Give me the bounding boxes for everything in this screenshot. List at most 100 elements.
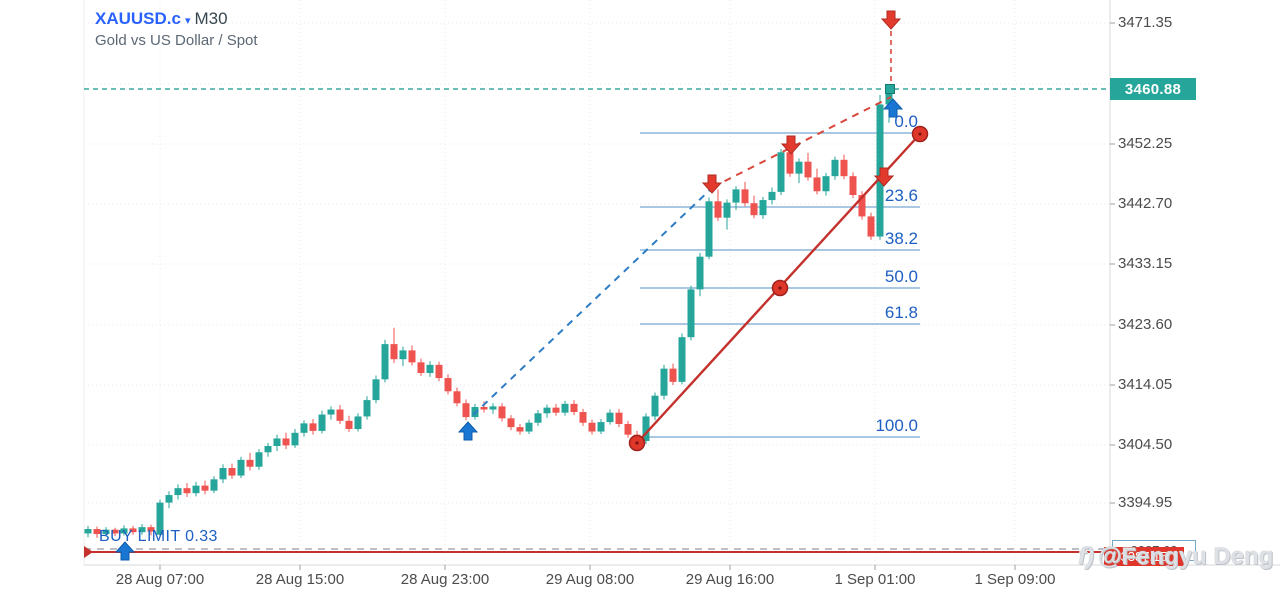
sell-arrow-icon[interactable] [701,174,723,194]
candle-body [570,403,578,413]
candle-body [318,414,326,431]
price-tick-label: 3471.35 [1118,14,1173,31]
candle-body [804,161,812,178]
candle-body [111,529,119,534]
candle-body [210,479,218,491]
alert-price-label[interactable]: 3387.15 [1104,547,1184,566]
sell-arrow-icon[interactable] [880,10,902,30]
candle-body [363,400,371,417]
candle-body [651,395,659,417]
candle-body [264,446,272,453]
candles-layer [84,88,893,538]
candle-body [885,88,893,105]
candle-body [147,527,155,532]
candle-body [273,438,281,447]
symbol-name[interactable]: XAUUSD.c [95,9,181,28]
candle-body [849,176,857,196]
candle-body [102,529,110,535]
candle-body [426,364,434,374]
candle-body [696,256,704,290]
trendline-handle-dot [778,286,782,290]
fib-level-label: 38.2 [885,229,918,248]
time-tick-label: 29 Aug 16:00 [685,571,775,588]
candle-body [723,202,731,218]
candle-body [822,176,830,192]
candle-body [219,468,227,480]
candle-body [201,485,209,491]
time-tick-label: 28 Aug 23:00 [400,571,490,588]
candle-body [291,432,299,446]
buy-arrow-icon[interactable] [882,98,904,118]
sell-arrow-icon[interactable] [873,167,895,187]
candle-body [741,189,749,204]
candle-body [381,344,389,380]
candle-body [138,527,146,533]
candle-body [408,350,416,363]
fib-level-label: 61.8 [885,303,918,322]
candle-body [228,468,236,476]
candle-body [390,344,398,360]
candle-body [84,529,92,534]
candle-body [345,420,353,430]
price-tick-label: 3452.25 [1118,135,1173,152]
candle-body [300,423,308,433]
watermark-text: @Fengyu Deng [1097,543,1274,570]
fib-level-label: 100.0 [875,416,918,435]
candle-body [354,416,362,430]
candle-body [489,406,497,410]
candle-body [561,403,569,413]
candle-body [543,407,551,414]
candle-body [435,364,443,379]
candle-body [732,189,740,203]
timeframe-label[interactable]: M30 [194,9,228,28]
fib-level-label: 23.6 [885,186,918,205]
buy-limit-order-label[interactable]: BUY LIMIT 0.33 [99,528,218,545]
candle-body [165,495,173,503]
candle-body [750,203,758,216]
grid-layer [84,0,1110,565]
candle-body [597,422,605,432]
candle-body [480,407,488,410]
watermark-icon: f) [1078,543,1094,570]
candle-body [129,528,137,533]
buy-arrow-icon[interactable] [114,541,136,561]
fib-level-label: 0.0 [894,112,918,131]
candle-body [687,289,695,338]
candle-body [831,159,839,177]
time-tick-label: 28 Aug 07:00 [115,571,205,588]
sell-arrow-icon[interactable] [780,135,802,155]
candle-body [534,413,542,423]
candle-body [516,427,524,432]
time-tick-label: 1 Sep 09:00 [974,571,1056,588]
candle-body [786,152,794,174]
candle-body [453,391,461,404]
trendline-handle-dot [918,132,922,136]
candle-body [174,488,182,496]
chevron-down-icon[interactable]: ▾ [184,15,191,27]
price-tick-label: 3394.95 [1118,494,1173,511]
candle-body [759,200,767,216]
candle-body [444,378,452,392]
candle-body [525,422,533,432]
candle-body [183,488,191,494]
current-candle-marker[interactable] [885,84,895,94]
candle-body [642,416,650,441]
candle-body [237,459,245,476]
candle-body [768,191,776,201]
chart-header: XAUUSD.c ▾ M30 Gold vs US Dollar / Spot [95,8,258,51]
candle-body [606,412,614,423]
price-tick-label: 3414.05 [1118,376,1173,393]
fib-level-label: 50.0 [885,267,918,286]
time-tick-label: 1 Sep 01:00 [834,571,916,588]
buy-arrow-icon[interactable] [457,421,479,441]
price-tick-label: 3433.15 [1118,255,1173,272]
candle-body [282,438,290,446]
candle-body [246,459,254,467]
candle-body [705,201,713,257]
time-tick-label: 29 Aug 08:00 [545,571,635,588]
trendline-blue-dashed[interactable] [472,186,714,416]
candle-body [795,161,803,174]
candle-body [624,423,632,435]
